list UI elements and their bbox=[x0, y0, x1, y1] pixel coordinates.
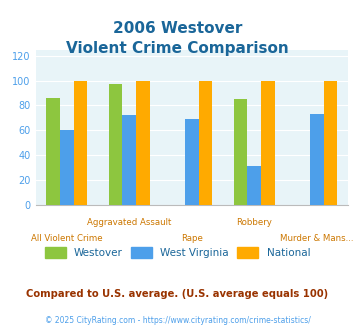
Bar bbox=[247, 166, 261, 205]
Bar bbox=[261, 81, 275, 205]
Legend: Westover, West Virginia, National: Westover, West Virginia, National bbox=[41, 243, 314, 262]
Bar bbox=[109, 84, 122, 205]
Bar bbox=[46, 98, 60, 205]
Bar bbox=[60, 130, 73, 205]
Bar bbox=[198, 81, 212, 205]
Text: 2006 Westover: 2006 Westover bbox=[113, 21, 242, 36]
Text: Violent Crime Comparison: Violent Crime Comparison bbox=[66, 41, 289, 56]
Bar bbox=[234, 99, 247, 205]
Bar bbox=[323, 81, 337, 205]
Bar bbox=[73, 81, 87, 205]
Text: Aggravated Assault: Aggravated Assault bbox=[87, 218, 171, 227]
Text: Compared to U.S. average. (U.S. average equals 100): Compared to U.S. average. (U.S. average … bbox=[26, 289, 329, 299]
Bar bbox=[310, 114, 323, 205]
Text: All Violent Crime: All Violent Crime bbox=[31, 234, 103, 243]
Text: Murder & Mans...: Murder & Mans... bbox=[280, 234, 354, 243]
Text: Robbery: Robbery bbox=[236, 218, 272, 227]
Bar bbox=[185, 119, 198, 205]
Text: Rape: Rape bbox=[181, 234, 203, 243]
Text: © 2025 CityRating.com - https://www.cityrating.com/crime-statistics/: © 2025 CityRating.com - https://www.city… bbox=[45, 316, 310, 325]
Bar bbox=[122, 115, 136, 205]
Bar bbox=[136, 81, 150, 205]
